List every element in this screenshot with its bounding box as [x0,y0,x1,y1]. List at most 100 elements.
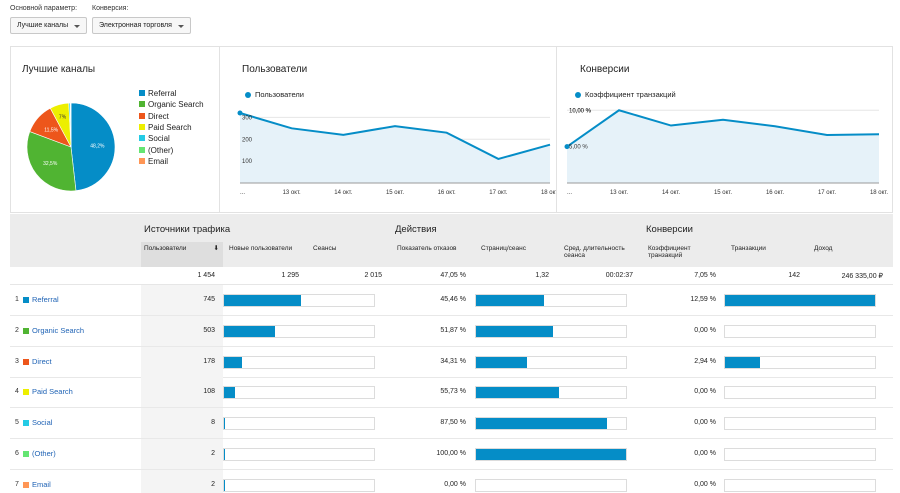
pie-legend-item[interactable]: (Other) [139,146,173,155]
channel-link[interactable]: Organic Search [23,326,84,335]
pie-slice-referral[interactable] [70,102,116,192]
table-row: 3 Direct 178 34,31 % 2,94 % [10,346,893,378]
channel-swatch [23,389,29,396]
col-new-users[interactable]: Новые пользователи [229,245,293,252]
primary-dimension-label: Основной параметр: [10,5,78,12]
legend-swatch [139,157,145,164]
x-tick-label: 18 окт. [870,190,888,196]
users-line-chart[interactable]: 300200100300200100...13 окт.14 окт.15 ок… [220,47,557,212]
table-row: 6 (Other) 2 100,00 % 0,00 % [10,439,893,470]
col-sessions[interactable]: Сеансы [313,245,337,252]
group-behavior: Действия [395,224,437,235]
col-revenue[interactable]: Доход [814,245,833,252]
bar-fill [224,479,225,491]
transactions-bar [724,294,876,307]
channels-table: Источники трафика Действия Конверсии Пол… [10,214,893,493]
channel-link[interactable]: (Other) [23,449,56,458]
table-row: 7 Email 2 0,00 % 0,00 % [10,469,893,493]
pie-legend-item[interactable]: Email [139,157,168,166]
x-tick-label: 14 окт. [662,190,680,196]
users-legend: Пользователи [245,90,304,99]
channel-swatch [23,420,29,427]
bar-fill [476,325,553,337]
total-users: 1 454 [197,272,215,279]
conversion-dropdown[interactable]: Электронная торговля [92,17,191,34]
channel-name: Paid Search [32,387,73,397]
pie-chart[interactable]: 48,2% 32,5% 11,5% 7% [21,97,121,197]
table-row: 4 Paid Search 108 55,73 % 0,00 % [10,377,893,409]
pie-card: Лучшие каналы 48,2% 32,5% 11,5% 7% Referral… [11,47,219,212]
transactions-bar [724,355,876,369]
conversion-label: Конверсия: [92,5,129,12]
channel-link[interactable]: Social [23,418,52,427]
channel-link[interactable]: Paid Search [23,387,73,396]
bar-fill [476,356,527,368]
x-tick-label: 15 окт. [714,190,732,196]
pie-legend-item[interactable]: Organic Search [139,100,204,109]
series-point[interactable] [564,144,570,150]
channel-name: Social [32,418,53,428]
bar-fill [725,356,760,368]
total-transactions: 142 [788,272,800,279]
sorted-col-shade [141,285,223,315]
row-number: 2 [15,326,19,334]
x-tick-label: ... [240,190,245,196]
conversions-line-chart[interactable]: 10,00 %5,00 %10,00 %5,00 %...13 окт.14 о… [557,47,893,212]
primary-dimension-dropdown[interactable]: Лучшие каналы [10,17,88,34]
primary-dimension-value: Лучшие каналы [17,22,69,29]
series-line[interactable] [566,109,880,148]
total-transaction-rate: 7,05 % [694,272,716,279]
total-new-users: 1 295 [281,272,299,279]
bounce-rate-value: 45,46 % [440,296,466,303]
series-line[interactable] [239,112,551,161]
users-title: Пользователи [242,64,308,75]
channel-swatch [23,358,29,365]
new-users-bar [223,478,375,492]
total-revenue: 246 335,00 ₽ [841,273,883,280]
x-tick-label: 16 окт. [438,190,456,196]
col-avg-duration[interactable]: Сред. длительность сеанса [564,245,625,259]
channel-link[interactable]: Email [23,480,51,489]
users-value: 108 [203,388,215,396]
col-transactions[interactable]: Транзакции [731,245,766,252]
x-tick-label: 14 окт. [334,190,352,196]
legend-swatch [139,146,145,153]
legend-swatch [139,135,145,142]
series-point[interactable] [237,110,243,116]
y-tick-label: 100 [242,159,253,165]
legend-label: Email [148,156,169,166]
bounce-rate-value: 34,31 % [440,357,466,365]
users-value: 2 [211,450,215,457]
new-users-bar [223,417,375,431]
pie-legend-item[interactable]: Social [139,134,170,143]
pie-legend-item[interactable]: Paid Search [139,123,192,132]
channel-link[interactable]: Referral [23,295,59,304]
y-tick-label: 300 [242,115,253,121]
bar-fill [476,418,607,430]
group-conversions: Конверсии [646,224,693,235]
conversions-legend: Коэффициент транзакций [575,90,676,99]
new-users-bar [223,294,375,307]
channel-link[interactable]: Direct [23,357,52,366]
pages-per-session-bar [475,448,627,461]
col-pages-per-session[interactable]: Страниц/сеанс [481,245,526,252]
y-tick-label: 200 [242,137,253,143]
bar-fill [725,295,875,306]
conversions-card: Конверсии Коэффициент транзакций 10,00 %… [556,47,892,212]
x-tick-label: ... [567,190,572,196]
sorted-col-shade [141,315,223,346]
col-transaction-rate[interactable]: Коэффициент транзакций [648,245,691,259]
group-acquisition: Источники трафика [144,224,231,235]
conversions-title: Конверсии [580,64,630,75]
col-users[interactable]: Пользователи ⬇ [141,242,223,267]
pie-slice-organic-search[interactable] [26,131,77,192]
channel-name: Direct [32,356,52,366]
conversions-legend-label: Коэффициент транзакций [585,90,676,99]
row-number: 7 [15,480,19,488]
pie-legend-item[interactable]: Direct [139,112,169,121]
conversion-value: Электронная торговля [99,22,172,29]
pie-slice-label: 32,5% [43,161,58,167]
pie-legend-item[interactable]: Referral [139,89,176,98]
col-bounce-rate[interactable]: Показатель отказов [397,245,457,252]
legend-swatch [139,123,145,130]
